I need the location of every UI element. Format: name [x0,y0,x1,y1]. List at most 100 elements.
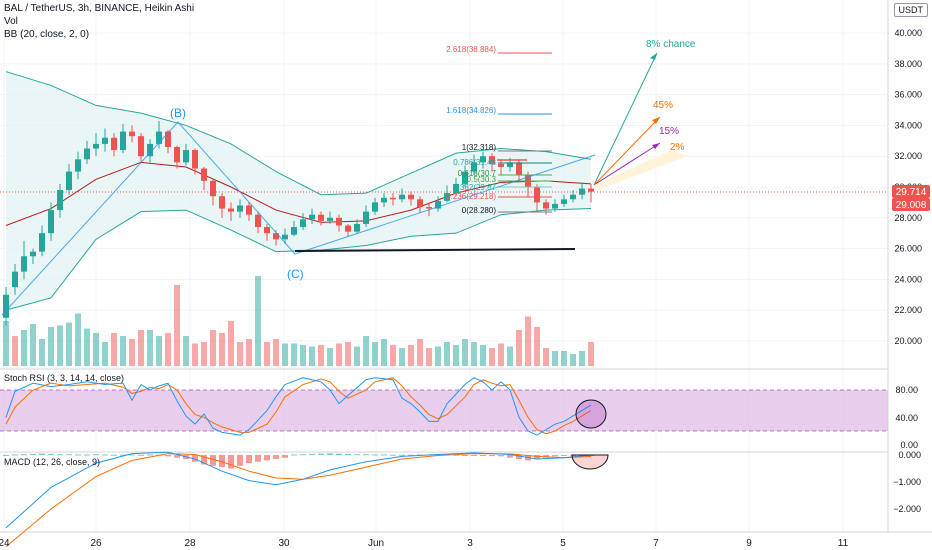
stoch-d-line [5,377,592,435]
svg-text:29.008: 29.008 [896,200,927,211]
arrow-head-icon [652,143,660,149]
candle-body [3,294,9,318]
macd-hist-bar [120,454,126,456]
price-tick-label: 36.000 [894,90,922,100]
candle-body [111,137,117,151]
candle-body [561,199,567,204]
macd-hist-bar [129,454,135,456]
volume-bar [363,336,369,366]
wave-c-label: (C) [287,267,304,281]
candle-body [552,203,558,209]
stoch-legend[interactable]: Stoch RSI (3, 3, 14, 14, close) [4,373,125,383]
macd-hist-bar [237,455,243,466]
candle-body [93,143,99,149]
currency-badge[interactable]: USDT [893,3,928,17]
candle-body [516,162,522,175]
candle-body [201,168,207,181]
candle-body [183,150,189,163]
candle-body [498,163,504,167]
time-tick-label: 28 [184,538,196,549]
macd-hist-bar [534,455,540,460]
candle-body [165,131,171,147]
candle-body [300,219,306,228]
volume-bar [210,330,216,366]
time-tick-label: 30 [278,538,290,549]
projection-arrows[interactable]: 8% chance 45% 15% 2% [593,39,696,190]
macd-tick-label: 0.000 [898,450,921,460]
volume-bar [264,342,270,366]
macd-hist-bar [327,453,333,455]
candle-body [507,162,513,167]
stoch-tick-label: 0.00 [900,440,918,450]
volume-bar [408,345,414,366]
macd-hist-bar [318,453,324,455]
volume-bar [201,342,207,366]
macd-hist-bar [12,454,18,456]
candle-body [147,143,153,157]
macd-hist-bar [192,455,198,462]
candlesticks[interactable] [3,120,594,326]
candle-body [246,205,252,215]
candle-body [435,200,441,209]
stoch-tick-label: 80.00 [895,385,918,395]
candle-body [138,136,144,157]
candle-body [75,159,81,172]
bb-legend[interactable]: BB (20, close, 2, 0) [4,29,90,40]
macd-hist-bar [516,455,522,460]
candle-body [543,202,549,209]
vol-legend[interactable]: Vol [4,16,18,27]
volume-bar [300,345,306,366]
volume-bar [444,342,450,366]
stoch-k-line [5,377,592,436]
volume-bar [30,324,36,366]
volume-bar [309,346,315,366]
volume-bar [381,339,387,366]
macd-hist-bar [21,454,27,456]
volume-bar [498,343,504,366]
volume-bar [453,345,459,366]
macd-hist-bar [111,454,117,456]
fib-label-2618: 2.618(38.884) [446,45,496,54]
macd-highlight-circle[interactable] [571,454,609,470]
macd-hist-bar [399,454,405,456]
macd-legend[interactable]: MACD (12, 26, close, 9) [4,457,101,467]
macd-hist-bar [246,455,252,464]
drawings-layer[interactable]: 2.618(38.884) 1.618(34.826) 1(32.318) 0.… [0,39,888,316]
volume-bar [75,313,81,366]
candle-body [399,194,405,200]
price-tick-label: 32.000 [894,151,922,161]
wave-line[interactable] [1,121,596,316]
support-line[interactable] [294,248,576,252]
macd-hist-bar [372,454,378,456]
macd-hist-bar [147,454,153,456]
macd-hist-bar [498,455,504,457]
volume-bar [237,342,243,366]
time-tick-label: 26 [90,538,102,549]
candle-body [390,197,396,200]
macd-hist-bar [354,454,360,456]
volume-bar [579,351,585,366]
volume-bar [372,342,378,366]
volume-bar [246,339,252,366]
macd-hist-bar [84,454,90,456]
volume-bar [102,342,108,366]
candle-body [282,234,288,240]
volume-bar [111,333,117,366]
candle-body [120,131,126,151]
fib-label-1618: 1.618(34.826) [446,106,496,115]
volume-bar [435,346,441,366]
candle-body [264,227,270,234]
macd-hist-bar [255,455,261,462]
chart-title[interactable]: BAL / TetherUS, 3h, BINANCE, Heikin Ashi [4,3,195,14]
price-tick-label: 20.000 [894,336,922,346]
candle-body [309,214,315,220]
candle-body [39,233,45,252]
bb-basis-line [5,161,592,226]
macd-hist-bar [453,454,459,456]
wave-b-label: (B) [170,106,186,120]
stoch-highlight-circle[interactable] [575,399,607,429]
candle-body [444,193,450,201]
macd-hist-bar [336,453,342,455]
macd-hist-bar [489,455,495,457]
